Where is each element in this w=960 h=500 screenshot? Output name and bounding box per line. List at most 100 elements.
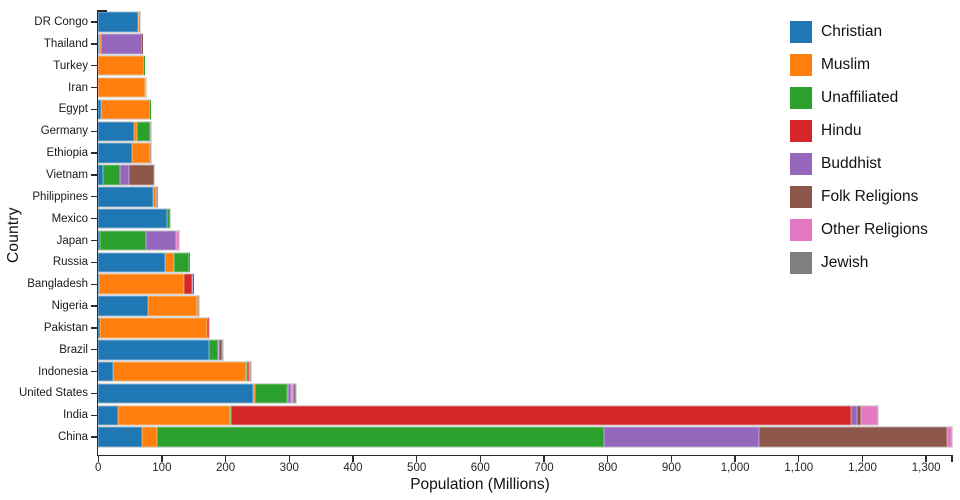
bar-segment-christian[interactable]	[98, 143, 132, 163]
bar-segment-hindu[interactable]	[287, 383, 289, 404]
bar-segment-christian[interactable]	[98, 427, 142, 447]
x-axis-tick	[97, 456, 99, 462]
bar-segment-christian[interactable]	[98, 296, 148, 316]
bar-segment-hindu[interactable]	[230, 405, 851, 426]
y-tick-label-country: United States	[18, 387, 88, 400]
bar-segment-buddhist[interactable]	[249, 361, 251, 382]
stacked-bar-row	[98, 34, 143, 54]
x-tick-label: 200	[215, 462, 236, 474]
bar-segment-muslim[interactable]	[98, 34, 102, 54]
bar-segment-buddhist[interactable]	[603, 427, 760, 447]
y-tick-label-country: China	[57, 431, 88, 444]
x-tick-label: 1,200	[848, 462, 877, 474]
bar-segment-christian[interactable]	[98, 121, 135, 141]
bar-segment-christian[interactable]	[98, 208, 167, 229]
x-tick-label: 0	[94, 462, 102, 474]
bar-segment-folk-religions[interactable]	[250, 361, 251, 382]
bar-segment-muslim[interactable]	[138, 12, 140, 32]
bar-segment-christian[interactable]	[98, 230, 101, 251]
legend-item-jewish[interactable]: Jewish	[790, 252, 928, 274]
bar-segment-jewish[interactable]	[292, 383, 297, 404]
y-tick-label-country: Brazil	[59, 343, 88, 356]
bar-segment-muslim[interactable]	[164, 252, 175, 273]
bar-segment-christian[interactable]	[98, 318, 100, 338]
bar-segment-christian[interactable]	[98, 99, 101, 120]
bar-segment-muslim[interactable]	[131, 143, 150, 163]
bar-segment-buddhist[interactable]	[288, 383, 291, 404]
bar-segment-muslim[interactable]	[152, 187, 156, 207]
bar-segment-christian[interactable]	[98, 165, 103, 185]
bar-segment-buddhist[interactable]	[119, 165, 129, 185]
bar-segment-christian[interactable]	[98, 361, 114, 382]
bar-segment-muslim[interactable]	[253, 383, 255, 404]
bar-segment-muslim[interactable]	[98, 274, 184, 294]
bar-segment-other-religions[interactable]	[175, 230, 180, 251]
x-tick-label: 800	[598, 462, 618, 474]
bar-segment-folk-religions[interactable]	[290, 383, 292, 404]
bar-segment-folk-religions[interactable]	[197, 296, 199, 316]
bar-segment-folk-religions[interactable]	[150, 143, 151, 163]
legend-item-christian[interactable]: Christian	[790, 21, 928, 43]
bar-segment-other-religions[interactable]	[860, 405, 879, 426]
stacked-bar-row	[98, 318, 209, 338]
bar-segment-christian[interactable]	[98, 187, 153, 207]
legend-item-unaffiliated[interactable]: Unaffiliated	[790, 87, 928, 109]
bar-segment-muslim[interactable]	[98, 55, 144, 76]
bar-segment-other-religions[interactable]	[946, 427, 953, 447]
bar-segment-unaffiliated[interactable]	[230, 405, 231, 426]
bar-segment-christian[interactable]	[98, 252, 165, 273]
bar-segment-buddhist[interactable]	[146, 230, 176, 251]
legend-label: Buddhist	[821, 155, 882, 172]
x-axis-tick	[798, 456, 800, 462]
bar-segment-muslim[interactable]	[134, 121, 138, 141]
x-tick-label: 300	[279, 462, 299, 474]
bar-segment-unaffiliated[interactable]	[100, 230, 147, 251]
bar-segment-folk-religions[interactable]	[139, 12, 141, 32]
bar-segment-folk-religions[interactable]	[218, 340, 223, 360]
bar-segment-christian[interactable]	[98, 405, 118, 426]
bar-segment-folk-religions[interactable]	[155, 187, 157, 207]
bar-segment-buddhist[interactable]	[850, 405, 857, 426]
bar-segment-hindu[interactable]	[183, 274, 193, 294]
bar-segment-buddhist[interactable]	[101, 34, 143, 54]
legend-item-buddhist[interactable]: Buddhist	[790, 153, 928, 175]
y-tick-label-country: Nigeria	[51, 300, 88, 313]
bar-segment-unaffiliated[interactable]	[254, 383, 288, 404]
bar-segment-folk-religions[interactable]	[759, 427, 947, 447]
bar-segment-hindu[interactable]	[246, 361, 250, 382]
bar-segment-other-religions[interactable]	[156, 187, 158, 207]
bar-segment-muslim[interactable]	[99, 318, 207, 338]
legend-item-hindu[interactable]: Hindu	[790, 120, 928, 142]
stacked-bar-row	[98, 208, 171, 229]
bar-segment-unaffiliated[interactable]	[143, 55, 145, 76]
bar-segment-christian[interactable]	[98, 340, 209, 360]
bar-segment-muslim[interactable]	[113, 361, 247, 382]
bar-segment-muslim[interactable]	[98, 77, 146, 98]
bar-segment-muslim[interactable]	[117, 405, 231, 426]
stacked-bar-row	[98, 230, 180, 251]
bar-segment-hindu[interactable]	[206, 318, 209, 338]
bar-segment-unaffiliated[interactable]	[166, 208, 171, 229]
x-axis-tick	[479, 456, 482, 462]
bar-segment-muslim[interactable]	[141, 427, 158, 447]
x-tick-label: 1,000	[720, 462, 750, 474]
bar-segment-unaffiliated[interactable]	[157, 427, 604, 447]
bar-segment-folk-religions[interactable]	[856, 405, 861, 426]
bar-segment-christian[interactable]	[98, 383, 254, 404]
x-axis-tick	[925, 456, 927, 462]
bar-segment-other-religions[interactable]	[291, 383, 293, 404]
bar-segment-christian[interactable]	[98, 12, 139, 32]
bar-segment-unaffiliated[interactable]	[174, 252, 189, 273]
legend-item-folk-religions[interactable]: Folk Religions	[790, 186, 928, 208]
bar-segment-unaffiliated[interactable]	[208, 340, 219, 360]
bar-segment-unaffiliated[interactable]	[137, 121, 151, 141]
legend-item-muslim[interactable]: Muslim	[790, 54, 928, 76]
bar-segment-muslim[interactable]	[147, 296, 198, 316]
legend-swatch-icon	[790, 120, 812, 142]
legend-swatch-icon	[790, 219, 812, 241]
bar-segment-muslim[interactable]	[100, 99, 150, 120]
y-tick-label-country: Bangladesh	[27, 278, 88, 291]
bar-segment-folk-religions[interactable]	[128, 165, 155, 185]
bar-segment-unaffiliated[interactable]	[102, 165, 120, 185]
legend-item-other-religions[interactable]: Other Religions	[790, 219, 928, 241]
